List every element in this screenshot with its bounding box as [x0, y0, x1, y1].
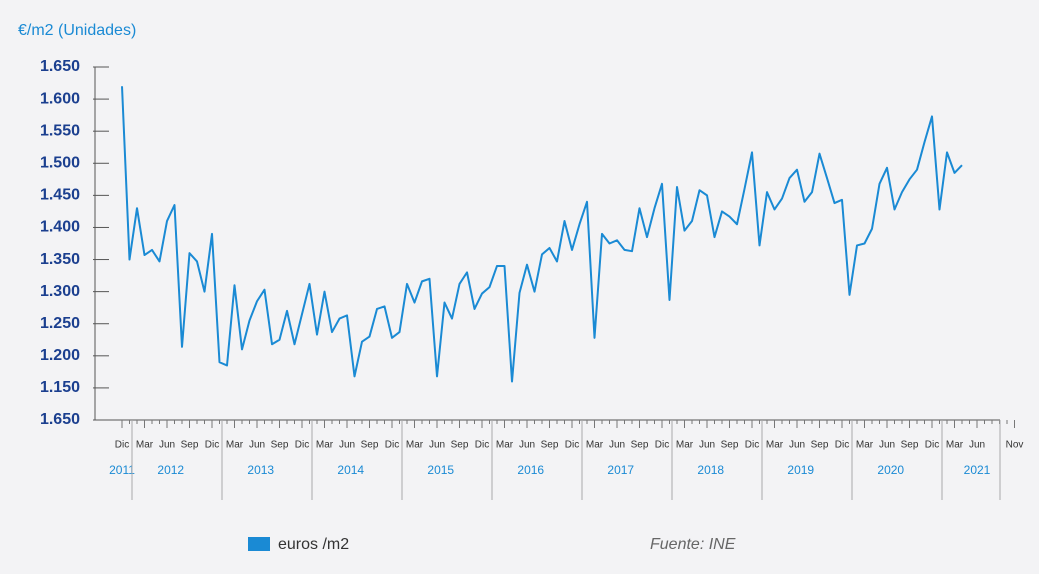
- x-tick-label: Dic: [205, 440, 219, 451]
- x-tick-label: Dic: [475, 440, 489, 451]
- x-tick-label: Jun: [339, 440, 355, 451]
- x-tick-label: Mar: [856, 440, 874, 451]
- x-tick-label: Dic: [295, 440, 309, 451]
- year-label: 2011: [109, 463, 135, 477]
- year-label: 2015: [427, 463, 454, 477]
- y-tick-label: 1.650: [40, 58, 80, 75]
- x-tick-label: Jun: [879, 440, 895, 451]
- data-line: [121, 86, 963, 383]
- x-tick-label: Mar: [316, 440, 334, 451]
- y-tick-label: 1.400: [40, 219, 80, 236]
- y-tick-label: 1.250: [40, 315, 80, 332]
- x-tick-label: Jun: [429, 440, 445, 451]
- x-tick-label: Jun: [699, 440, 715, 451]
- legend-swatch: [248, 537, 270, 551]
- x-tick-label: Mar: [226, 440, 244, 451]
- y-tick-label: 1.150: [40, 379, 80, 396]
- year-label: 2019: [787, 463, 814, 477]
- chart-title: €/m2 (Unidades): [18, 22, 136, 39]
- y-tick-label: 1.350: [40, 251, 80, 268]
- x-tick-label: Jun: [789, 440, 805, 451]
- x-tick-label: Jun: [969, 440, 985, 451]
- x-tick-label: Jun: [609, 440, 625, 451]
- x-tick-label: Dic: [745, 440, 759, 451]
- x-tick-label: Dic: [115, 440, 129, 451]
- x-tick-label: Dic: [655, 440, 669, 451]
- x-tick-label: Mar: [586, 440, 604, 451]
- y-tick-label: 1.650: [40, 411, 80, 428]
- x-tick-label: Sep: [541, 440, 559, 451]
- year-label: 2012: [157, 463, 184, 477]
- x-tick-label: Dic: [385, 440, 399, 451]
- x-tick-label: Mar: [766, 440, 784, 451]
- legend-label: euros /m2: [278, 536, 349, 553]
- year-label: 2018: [697, 463, 724, 477]
- x-tick-label: Dic: [565, 440, 579, 451]
- x-tick-label: Mar: [406, 440, 424, 451]
- x-tick-label: Nov: [1006, 440, 1024, 451]
- year-label: 2013: [247, 463, 274, 477]
- x-tick-label: Sep: [631, 440, 649, 451]
- y-tick-label: 1.500: [40, 154, 80, 171]
- x-tick-label: Sep: [451, 440, 469, 451]
- x-tick-label: Dic: [835, 440, 849, 451]
- year-label: 2014: [337, 463, 364, 477]
- year-label: 2021: [964, 463, 991, 477]
- x-tick-label: Sep: [811, 440, 829, 451]
- year-label: 2017: [607, 463, 634, 477]
- x-tick-label: Sep: [181, 440, 199, 451]
- x-tick-label: Mar: [676, 440, 694, 451]
- x-tick-label: Sep: [361, 440, 379, 451]
- x-tick-label: Mar: [136, 440, 154, 451]
- y-tick-label: 1.200: [40, 347, 80, 364]
- x-tick-label: Sep: [721, 440, 739, 451]
- x-tick-label: Jun: [249, 440, 265, 451]
- x-tick-label: Dic: [925, 440, 939, 451]
- x-tick-label: Sep: [271, 440, 289, 451]
- x-tick-label: Mar: [496, 440, 514, 451]
- x-tick-label: Jun: [519, 440, 535, 451]
- x-tick-label: Mar: [946, 440, 964, 451]
- y-tick-label: 1.550: [40, 122, 80, 139]
- y-tick-label: 1.600: [40, 90, 80, 107]
- x-tick-label: Jun: [159, 440, 175, 451]
- y-tick-label: 1.450: [40, 187, 80, 204]
- x-tick-label: Sep: [901, 440, 919, 451]
- year-label: 2016: [517, 463, 544, 477]
- source-note: Fuente: INE: [650, 536, 736, 553]
- y-tick-label: 1.300: [40, 283, 80, 300]
- year-label: 2020: [877, 463, 904, 477]
